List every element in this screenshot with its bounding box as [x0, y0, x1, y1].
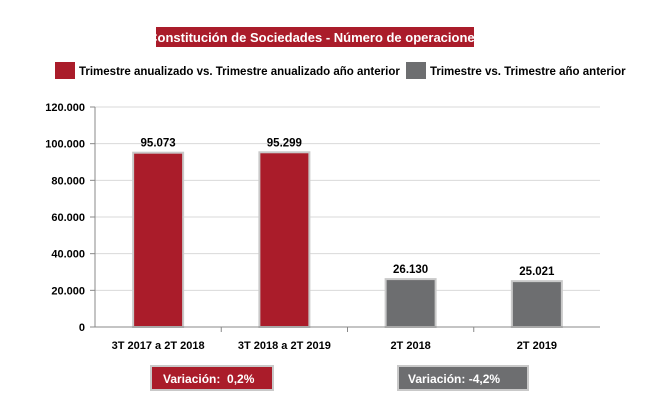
x-tick-label: 2T 2018 — [390, 340, 430, 352]
data-label: 95.299 — [267, 137, 302, 149]
legend-label-series-2: Trimestre vs. Trimestre año anterior — [430, 66, 626, 78]
chart-title-background — [156, 27, 474, 47]
x-axis: 3T 2017 a 2T 2018 3T 2018 a 2T 2019 2T 201… — [95, 326, 600, 352]
y-axis: 0 20.000 40.000 60.000 80.000 100.000 120.000 — [45, 102, 96, 334]
bar — [384, 278, 437, 328]
chart-title: Constitución de Sociedades - Número de o… — [148, 30, 482, 45]
y-tick-label: 60.000 — [51, 212, 85, 224]
variation-box-quarterly: Variación: -4,2% — [397, 365, 529, 391]
legend-swatch-series-1 — [55, 62, 75, 79]
y-tick-label: 100.000 — [45, 139, 85, 151]
y-tick-label: 0 — [79, 322, 85, 334]
x-tick-label: 3T 2018 a 2T 2019 — [238, 340, 331, 352]
variation-box-annualized: Variación: 0,2% — [150, 365, 274, 391]
bar — [510, 280, 563, 329]
y-tick-label: 80.000 — [51, 175, 85, 187]
legend-label-series-1: Trimestre anualizado vs. Trimestre anual… — [79, 66, 400, 78]
legend: Trimestre anualizado vs. Trimestre anual… — [55, 62, 626, 79]
x-tick-label: 2T 2019 — [517, 340, 557, 352]
legend-swatch-series-2 — [406, 62, 426, 79]
y-tick-label: 20.000 — [51, 285, 85, 297]
data-label: 26.130 — [393, 264, 428, 276]
y-tick-label: 40.000 — [51, 249, 85, 261]
data-label: 25.021 — [519, 266, 555, 278]
variation-label-annualized: Variación: 0,2% — [163, 372, 255, 386]
variation-label-quarterly: Variación: -4,2% — [408, 372, 500, 386]
data-label: 95.073 — [141, 138, 176, 150]
bar — [258, 151, 311, 328]
bars: 95.073 95.299 26.130 25.021 — [132, 137, 563, 329]
y-tick-label: 120.000 — [45, 102, 85, 114]
x-tick-label: 3T 2017 a 2T 2018 — [112, 340, 205, 352]
bar — [132, 151, 185, 328]
